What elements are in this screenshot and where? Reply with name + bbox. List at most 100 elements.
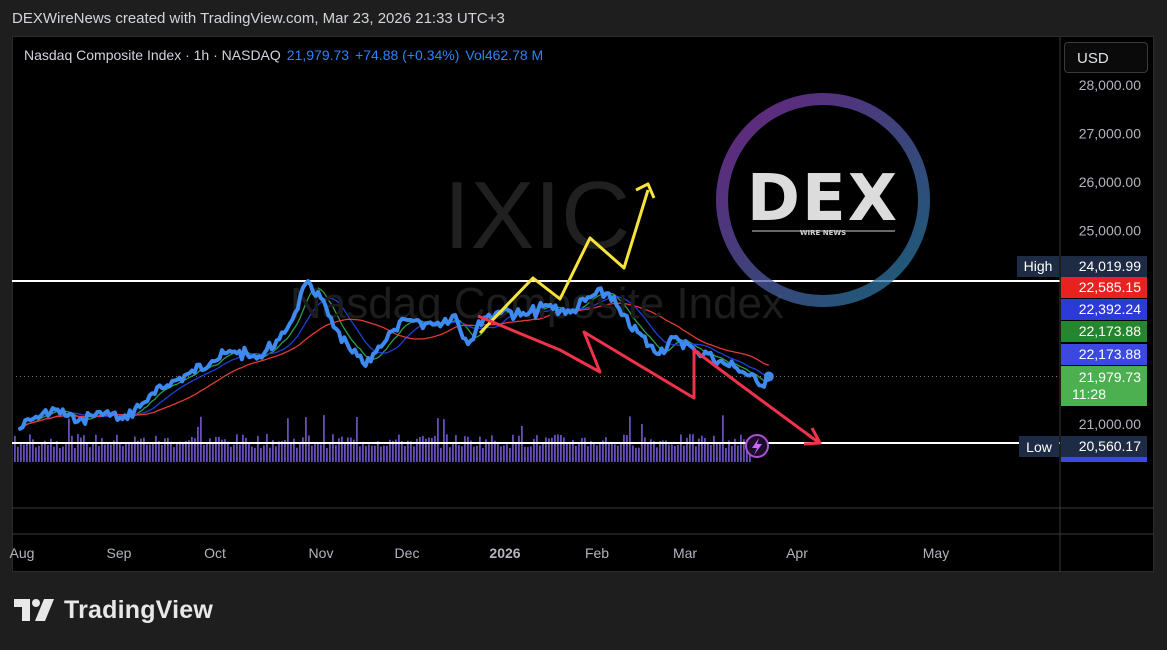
red-forecast-arrow bbox=[477, 314, 819, 444]
time-axis-label: Nov bbox=[309, 545, 334, 561]
volume-bar bbox=[32, 439, 34, 462]
volume-bar bbox=[485, 439, 487, 462]
yellow-arrow-head bbox=[635, 182, 656, 199]
badge-sub-text: WIRE NEWS bbox=[800, 229, 846, 237]
volume-bar bbox=[731, 445, 733, 462]
volume-bar bbox=[404, 445, 406, 462]
volume-bar bbox=[122, 445, 124, 462]
last-price-tag: 21,979.73 bbox=[1079, 369, 1141, 385]
volume-bar bbox=[587, 446, 589, 462]
volume-bar bbox=[371, 445, 373, 462]
volume-bar bbox=[146, 444, 148, 462]
volume-bar bbox=[65, 443, 67, 462]
tradingview-logo[interactable]: TradingView bbox=[14, 596, 213, 624]
volume-bar bbox=[656, 447, 658, 462]
volume-bar bbox=[272, 440, 274, 462]
volume-bar bbox=[620, 442, 622, 462]
currency-button[interactable]: USD bbox=[1064, 42, 1148, 73]
chart-attribution: DEXWireNews created with TradingView.com… bbox=[12, 10, 505, 27]
volume-bar bbox=[662, 440, 664, 462]
price-axis: 28,000.00 27,000.00 26,000.00 25,000.00 21,0… bbox=[1059, 37, 1141, 572]
volume-bar bbox=[317, 443, 319, 462]
volume-bar bbox=[686, 437, 688, 462]
volume-bar bbox=[575, 445, 577, 462]
volume-bar bbox=[338, 438, 340, 462]
volume-bar bbox=[143, 437, 145, 462]
volume-bar bbox=[572, 440, 574, 462]
volume-bar bbox=[95, 434, 97, 462]
volume-bar bbox=[125, 443, 127, 462]
volume-bar bbox=[422, 435, 424, 462]
volume-bar bbox=[89, 447, 91, 462]
volume-bar bbox=[224, 439, 226, 462]
volume-bar bbox=[395, 439, 397, 462]
price-line[interactable] bbox=[18, 279, 771, 431]
volume-bar bbox=[359, 446, 361, 462]
time-axis: Aug Sep Oct Nov Dec 2026 Feb Mar Apr May bbox=[10, 507, 1154, 561]
high-tag-bg bbox=[1017, 256, 1059, 277]
volume-bar bbox=[461, 446, 463, 462]
volume-bar bbox=[269, 447, 271, 462]
volume-bar bbox=[650, 439, 652, 462]
volume-bar bbox=[110, 444, 112, 462]
volume-bar bbox=[209, 438, 211, 462]
ema-blue-line bbox=[19, 295, 770, 430]
volume-bar bbox=[452, 444, 454, 462]
volume-bar bbox=[98, 445, 100, 462]
volume-bar bbox=[524, 446, 526, 462]
volume-bar bbox=[182, 443, 184, 462]
low-price-tag-bg bbox=[1061, 436, 1147, 457]
volume-bar bbox=[551, 437, 553, 462]
volume-bar bbox=[389, 439, 391, 462]
volume-bar bbox=[221, 439, 223, 462]
moving-averages bbox=[19, 287, 770, 430]
volume-bar bbox=[668, 444, 670, 462]
volume-bar bbox=[722, 415, 724, 462]
volume-bar bbox=[557, 434, 559, 462]
volume-bar bbox=[392, 440, 394, 462]
volume-bar bbox=[680, 434, 682, 462]
volume-bar bbox=[506, 444, 508, 462]
volume-bar bbox=[599, 443, 601, 462]
volume-bar bbox=[38, 445, 40, 462]
tradingview-wordmark: TradingView bbox=[64, 595, 214, 624]
volume-bar bbox=[470, 440, 472, 462]
volume-bar bbox=[464, 436, 466, 462]
volume-bar bbox=[353, 439, 355, 462]
volume-bar bbox=[473, 446, 475, 462]
volume-bar bbox=[683, 445, 685, 462]
volume-bar bbox=[35, 447, 37, 462]
volume-bar bbox=[251, 446, 253, 462]
volume-tag-stub bbox=[1061, 457, 1147, 462]
volume-bar bbox=[215, 436, 217, 462]
time-axis-label: Apr bbox=[786, 545, 808, 561]
volume-bar bbox=[44, 440, 46, 462]
time-axis-label: Sep bbox=[107, 545, 132, 561]
volume-bar bbox=[704, 437, 706, 462]
volume-bar bbox=[74, 447, 76, 462]
volume-bar bbox=[206, 442, 208, 462]
volume-bar bbox=[362, 441, 364, 462]
legend-symbol: Nasdaq Composite Index · 1h · NASDAQ bbox=[24, 47, 281, 63]
volume-bar bbox=[149, 444, 151, 462]
symbol-legend[interactable]: Nasdaq Composite Index · 1h · NASDAQ 21,9… bbox=[24, 47, 543, 63]
volume-bar bbox=[17, 446, 19, 462]
volume-bar bbox=[629, 416, 631, 462]
volume-bar bbox=[308, 435, 310, 462]
volume-bar bbox=[194, 438, 196, 462]
volume-bar bbox=[584, 437, 586, 462]
volume-bar bbox=[134, 436, 136, 462]
volume-bar bbox=[443, 419, 445, 462]
volume-bar bbox=[356, 416, 358, 462]
volume-bar bbox=[725, 447, 727, 462]
volume-bar bbox=[527, 447, 529, 462]
price-axis-label: 27,000.00 bbox=[1079, 125, 1141, 141]
volume-bar bbox=[107, 443, 109, 462]
ema-blue-price-tag: 22,392.24 bbox=[1079, 301, 1141, 317]
volume-bar bbox=[230, 446, 232, 462]
volume-bar bbox=[740, 434, 742, 462]
volume-bar bbox=[644, 437, 646, 462]
chart-panel[interactable] bbox=[12, 36, 1154, 572]
high-price-tag: 24,019.99 bbox=[1079, 258, 1141, 274]
